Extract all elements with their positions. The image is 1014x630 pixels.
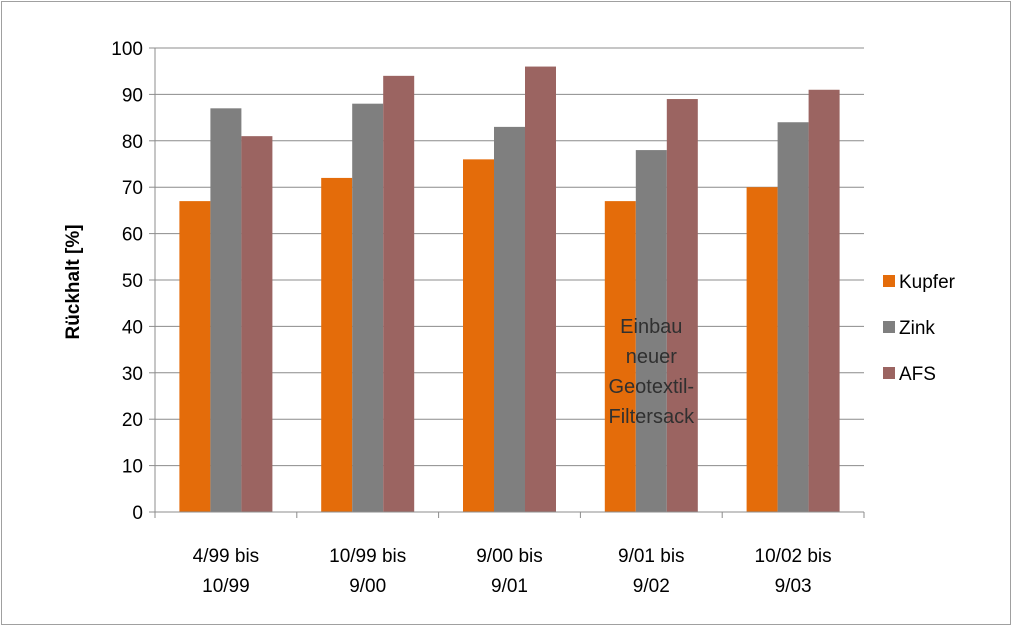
legend-label-zink: Zink — [899, 318, 935, 339]
bar-zink — [210, 108, 242, 512]
bar-afs — [808, 89, 840, 512]
y-tick-label: 100 — [111, 39, 143, 60]
bar-zink — [635, 150, 667, 512]
bars — [179, 66, 840, 513]
x-category-label: 10/02 bis 9/03 — [755, 546, 832, 597]
y-tick-label: 90 — [122, 85, 143, 106]
y-tick-label: 80 — [122, 132, 143, 153]
bar-kupfer — [746, 187, 778, 512]
bar-kupfer — [604, 201, 636, 512]
bar-kupfer — [321, 177, 353, 513]
x-category-label: 9/00 bis 9/01 — [476, 546, 543, 597]
bar-afs — [525, 66, 556, 512]
x-category-label: 10/99 bis 9/00 — [329, 546, 406, 597]
y-tick-label: 30 — [122, 364, 143, 385]
bar-kupfer — [179, 201, 211, 512]
y-tick-label: 50 — [122, 271, 143, 292]
legend-swatch-afs — [883, 367, 895, 379]
axes — [154, 48, 865, 518]
bar-afs — [383, 75, 415, 512]
y-tick-label: 60 — [122, 225, 143, 246]
bar-zink — [352, 103, 384, 513]
legend-label-kupfer: Kupfer — [899, 272, 956, 293]
bar-zink — [494, 126, 525, 512]
legend-label-afs: AFS — [899, 364, 936, 385]
x-category-label: 9/01 bis 9/02 — [618, 546, 685, 597]
bar-kupfer — [463, 159, 494, 513]
y-axis-ticks: 0 10 20 30 40 50 60 70 80 90 100 — [111, 39, 155, 524]
legend-swatch-kupfer — [883, 275, 895, 287]
bar-afs — [666, 99, 698, 512]
y-tick-label: 40 — [122, 317, 143, 338]
bar-afs — [241, 136, 273, 512]
annotation-text: Einbau neuer Geotextil-Filtersack — [609, 316, 696, 428]
y-axis-label: Rückhalt [%] — [63, 224, 84, 339]
legend: Kupfer Zink AFS — [883, 272, 956, 385]
chart-annotation: Einbau neuer Geotextil-Filtersack — [609, 316, 696, 428]
y-tick-label: 0 — [132, 503, 143, 524]
y-tick-label: 70 — [122, 178, 143, 199]
y-tick-label: 20 — [122, 410, 143, 431]
bar-zink — [777, 122, 809, 513]
x-axis-categories: 4/99 bis 10/99 10/99 bis 9/00 9/00 bis 9/01 9/… — [193, 546, 832, 597]
legend-swatch-zink — [883, 321, 895, 333]
x-category-label: 4/99 bis 10/99 — [193, 546, 260, 597]
y-tick-label: 10 — [122, 457, 143, 478]
